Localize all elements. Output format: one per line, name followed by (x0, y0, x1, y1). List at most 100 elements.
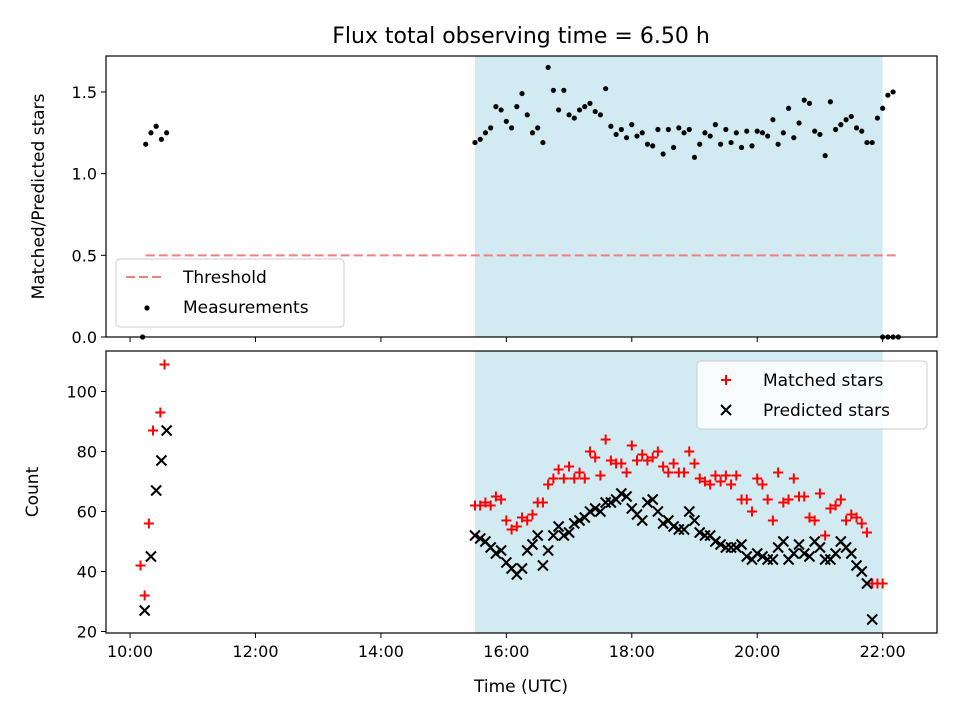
predicted-stars-point (699, 529, 711, 542)
predicted-stars-point (866, 613, 878, 626)
x-tick-label: 10:00 (107, 642, 153, 661)
matched-stars-point (846, 509, 857, 520)
predicted-stars-point (474, 532, 486, 545)
matched-stars-point (579, 473, 590, 484)
matched-stars-point (773, 467, 784, 478)
predicted-stars-point (814, 541, 826, 554)
matched-stars-point (475, 500, 486, 511)
predicted-stars-point (568, 517, 580, 530)
matched-stars-point (642, 455, 653, 466)
predicted-stars-point (490, 547, 502, 560)
x-tick-label: 22:00 (860, 642, 906, 661)
predicted-stars-point (573, 514, 586, 527)
measurement-point (822, 153, 828, 159)
matched-stars-point (684, 446, 695, 457)
measurement-point (488, 125, 494, 131)
matched-stars-point (788, 473, 799, 484)
matched-stars-point (139, 590, 150, 601)
predicted-stars-point (537, 559, 549, 572)
measurement-point (535, 125, 541, 131)
predicted-stars-point (741, 550, 753, 563)
matched-stars-point (569, 473, 580, 484)
measurement-point (592, 108, 598, 115)
measurement-point (686, 126, 692, 133)
measurement-point (817, 131, 823, 138)
y-axis-label: Matched/Predicted stars (29, 93, 49, 299)
observing-window-span (474, 56, 883, 337)
matched-stars-point (757, 479, 768, 490)
predicted-stars-point (531, 529, 544, 542)
predicted-stars-point (138, 604, 151, 617)
measurement-point (697, 141, 703, 147)
predicted-stars-point (620, 490, 633, 503)
legend-box (696, 360, 928, 430)
measurement-point (472, 139, 478, 146)
matched-stars-point (637, 449, 648, 460)
measurement-point (597, 112, 604, 118)
predicted-stars-point (673, 523, 685, 536)
predicted-stars-point (803, 550, 816, 563)
measurement-point (644, 141, 651, 147)
measurement-point (655, 126, 661, 133)
measurement-point (556, 107, 562, 113)
matched-stars-point (148, 425, 159, 436)
predicted-stars-point (558, 529, 570, 542)
measurement-point (545, 64, 551, 71)
predicted-stars-point (694, 526, 706, 539)
axes-frame (105, 350, 938, 634)
measurement-point (749, 143, 755, 149)
matched-stars-point (558, 473, 569, 484)
ratio-panel: 0.0 0.5 1.0 1.5 Matched/Predicted stars Thres… (29, 55, 938, 347)
y-tick-label: 1.0 (72, 165, 97, 184)
matched-stars-point (820, 530, 831, 541)
predicted-stars-point (861, 577, 873, 590)
predicted-stars-point (636, 514, 648, 527)
measurement-point (712, 122, 719, 128)
measurement-point (754, 128, 760, 134)
matched-stars-point (590, 452, 601, 463)
measurement-point (838, 122, 844, 128)
matched-stars-point (877, 578, 888, 589)
matched-stars-point (517, 512, 528, 523)
measurement-point (859, 128, 865, 134)
matched-stars-point (731, 470, 742, 481)
legend-measurements-label: Measurements (183, 298, 309, 318)
measurement-point (582, 104, 588, 110)
matched-stars-point (715, 476, 726, 487)
measurement-point (864, 139, 870, 146)
predicted-stars-point (798, 547, 810, 560)
predicted-stars-point (641, 496, 654, 509)
measurement-point (869, 139, 875, 146)
count-panel: 20 40 60 80 100 10:00 12:00 14:00 16:00 18:00 20:0… (23, 350, 938, 661)
predicted-stars-point (160, 424, 173, 437)
measurement-point (885, 92, 891, 98)
matched-stars-point (605, 455, 616, 466)
measurement-point (833, 126, 839, 133)
matched-stars-point (689, 458, 700, 469)
measurement-point (775, 141, 781, 147)
y-tick-label: 100 (66, 383, 97, 402)
matched-stars-point (647, 452, 658, 463)
predicted-stars-point (552, 520, 565, 533)
legend-threshold-label: Threshold (182, 268, 267, 288)
measurement-point (540, 139, 546, 146)
legend-matched-label: Matched stars (763, 371, 883, 391)
matched-stars-point (574, 467, 585, 478)
matched-stars-point (143, 518, 154, 529)
predicted-stars-point (845, 547, 857, 560)
matched-stars-point (720, 470, 731, 481)
y-tick-label: 0.0 (72, 328, 97, 347)
predicted-stars-point (756, 550, 769, 563)
matched-stars-point (830, 500, 841, 511)
predicted-stars-point (150, 484, 162, 497)
predicted-stars-point (563, 526, 575, 539)
matched-stars-point (825, 503, 836, 514)
matched-stars-point (548, 473, 559, 484)
matched-stars-point (804, 512, 815, 523)
measurement-point (791, 135, 797, 141)
measurement-point (796, 120, 802, 126)
measurement-point (853, 125, 860, 131)
axes-frame (105, 55, 938, 338)
measurement-point (650, 143, 656, 149)
